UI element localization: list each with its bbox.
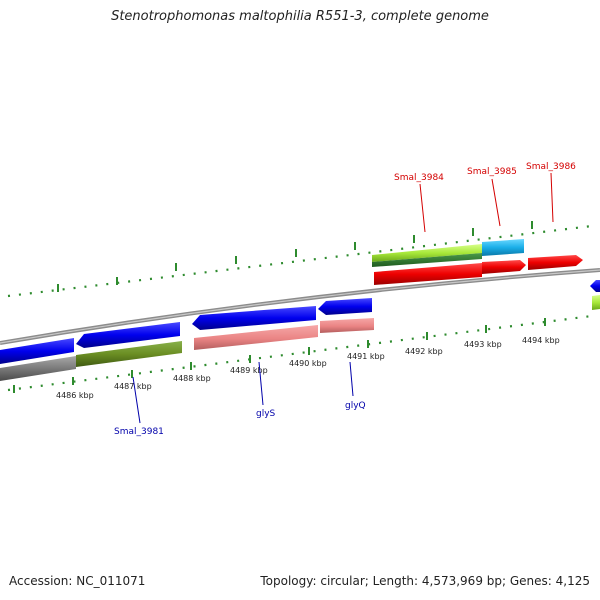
label-smal-3986[interactable]: Smal_3986: [526, 162, 576, 172]
feature-pink-glys: [194, 325, 318, 350]
feature-dkgreen-smal-3984: [372, 253, 482, 267]
scale-track-upper: [7, 221, 593, 298]
accession-text: Accession: NC_011071: [9, 574, 146, 588]
gene-smal-3984[interactable]: [374, 263, 482, 285]
map-title: Stenotrophomonas maltophilia R551-3, com…: [111, 9, 489, 24]
scale-label-4487: 4487 kbp: [114, 382, 152, 391]
topology-summary-text: Topology: circular; Length: 4,573,969 bp…: [260, 574, 590, 588]
label-smal-3984[interactable]: Smal_3984: [394, 173, 444, 183]
label-smal-3985[interactable]: Smal_3985: [467, 167, 517, 177]
gene-glyq[interactable]: [318, 298, 372, 315]
gene-smal-3985[interactable]: [482, 260, 526, 274]
leader-glyq: [349, 361, 354, 397]
scale-label-4493: 4493 kbp: [464, 340, 502, 349]
label-glyq[interactable]: glyQ: [345, 401, 366, 411]
leader-smal-3986: [550, 172, 554, 223]
scale-label-4490: 4490 kbp: [289, 359, 327, 368]
scale-track-lower: [7, 314, 593, 393]
gene-glys[interactable]: [192, 306, 316, 330]
feature-gray-left-edge: [0, 356, 76, 381]
gene-reverse-left-edge[interactable]: [0, 338, 74, 364]
gene-smal-3986[interactable]: [528, 255, 583, 270]
scale-label-4491: 4491 kbp: [347, 352, 385, 361]
scale-label-4492: 4492 kbp: [405, 347, 443, 356]
feature-cyan-smal-3985: [482, 239, 524, 256]
gene-smal-3981[interactable]: [76, 322, 180, 348]
feature-lime-smal-3984: [372, 244, 482, 262]
feature-olive-smal-3981: [76, 341, 182, 367]
scale-label-4486: 4486 kbp: [56, 391, 94, 400]
feature-pink-glyq: [320, 318, 374, 333]
scale-label-4488: 4488 kbp: [173, 374, 211, 383]
label-glys[interactable]: glyS: [256, 409, 276, 419]
leader-glys: [258, 361, 264, 406]
label-smal-3981[interactable]: Smal_3981: [114, 427, 164, 437]
backbone-inner: [0, 269, 600, 344]
leader-smal-3981: [132, 376, 141, 424]
gene-right-edge-blue[interactable]: [590, 280, 600, 292]
leader-smal-3985: [491, 178, 501, 227]
scale-label-4489: 4489 kbp: [230, 366, 268, 375]
leader-smal-3984: [419, 183, 426, 233]
feature-lime-right-edge: [592, 295, 600, 310]
scale-label-4494: 4494 kbp: [522, 336, 560, 345]
